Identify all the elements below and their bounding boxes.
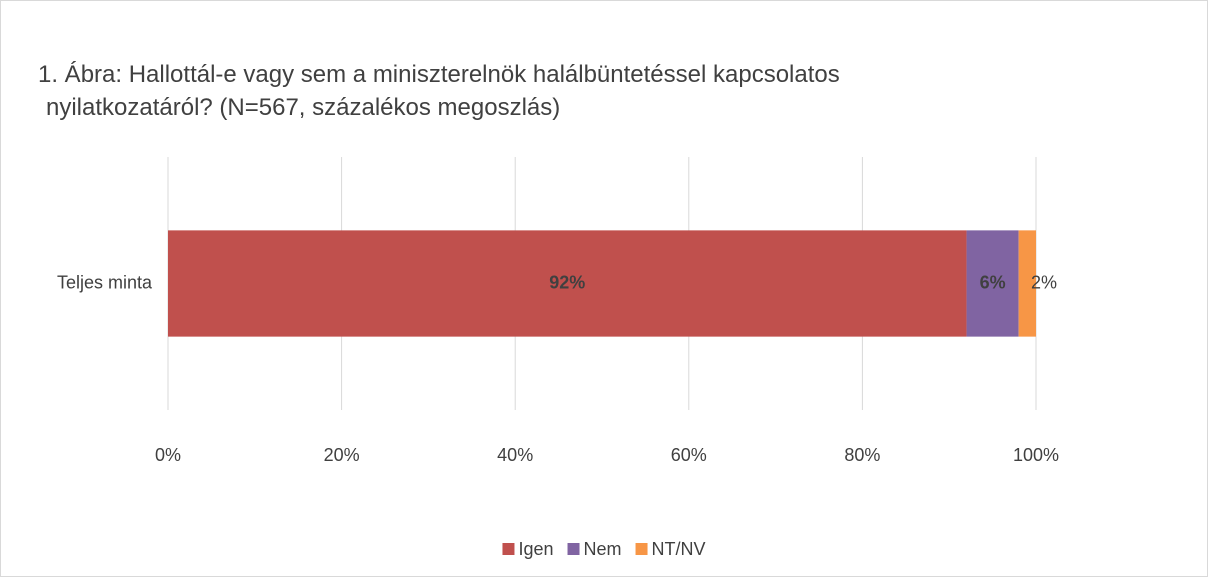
legend-swatch [567,543,580,555]
chart-title: 1. Ábra: Hallottál-e vagy sem a miniszte… [38,61,840,121]
bar-segment [966,230,1019,337]
legend-swatch [502,543,515,555]
x-tick-label: 100% [1013,445,1059,465]
legend-label: Nem [584,539,622,559]
legend-label: Igen [518,539,553,559]
data-label: 6% [980,272,1006,292]
bar-segment [168,230,967,337]
x-tick-label: 0% [155,445,181,465]
x-tick-label: 80% [844,445,880,465]
x-tick-label: 20% [324,445,360,465]
x-tick-label: 60% [671,445,707,465]
x-tick-label: 40% [497,445,533,465]
y-tick-label: Teljes minta [57,272,153,292]
data-label: 2% [1031,272,1057,292]
legend-label: NT/NV [652,539,706,559]
legend-swatch [635,543,648,555]
data-label: 92% [549,272,585,292]
bar-segment [1018,230,1036,337]
